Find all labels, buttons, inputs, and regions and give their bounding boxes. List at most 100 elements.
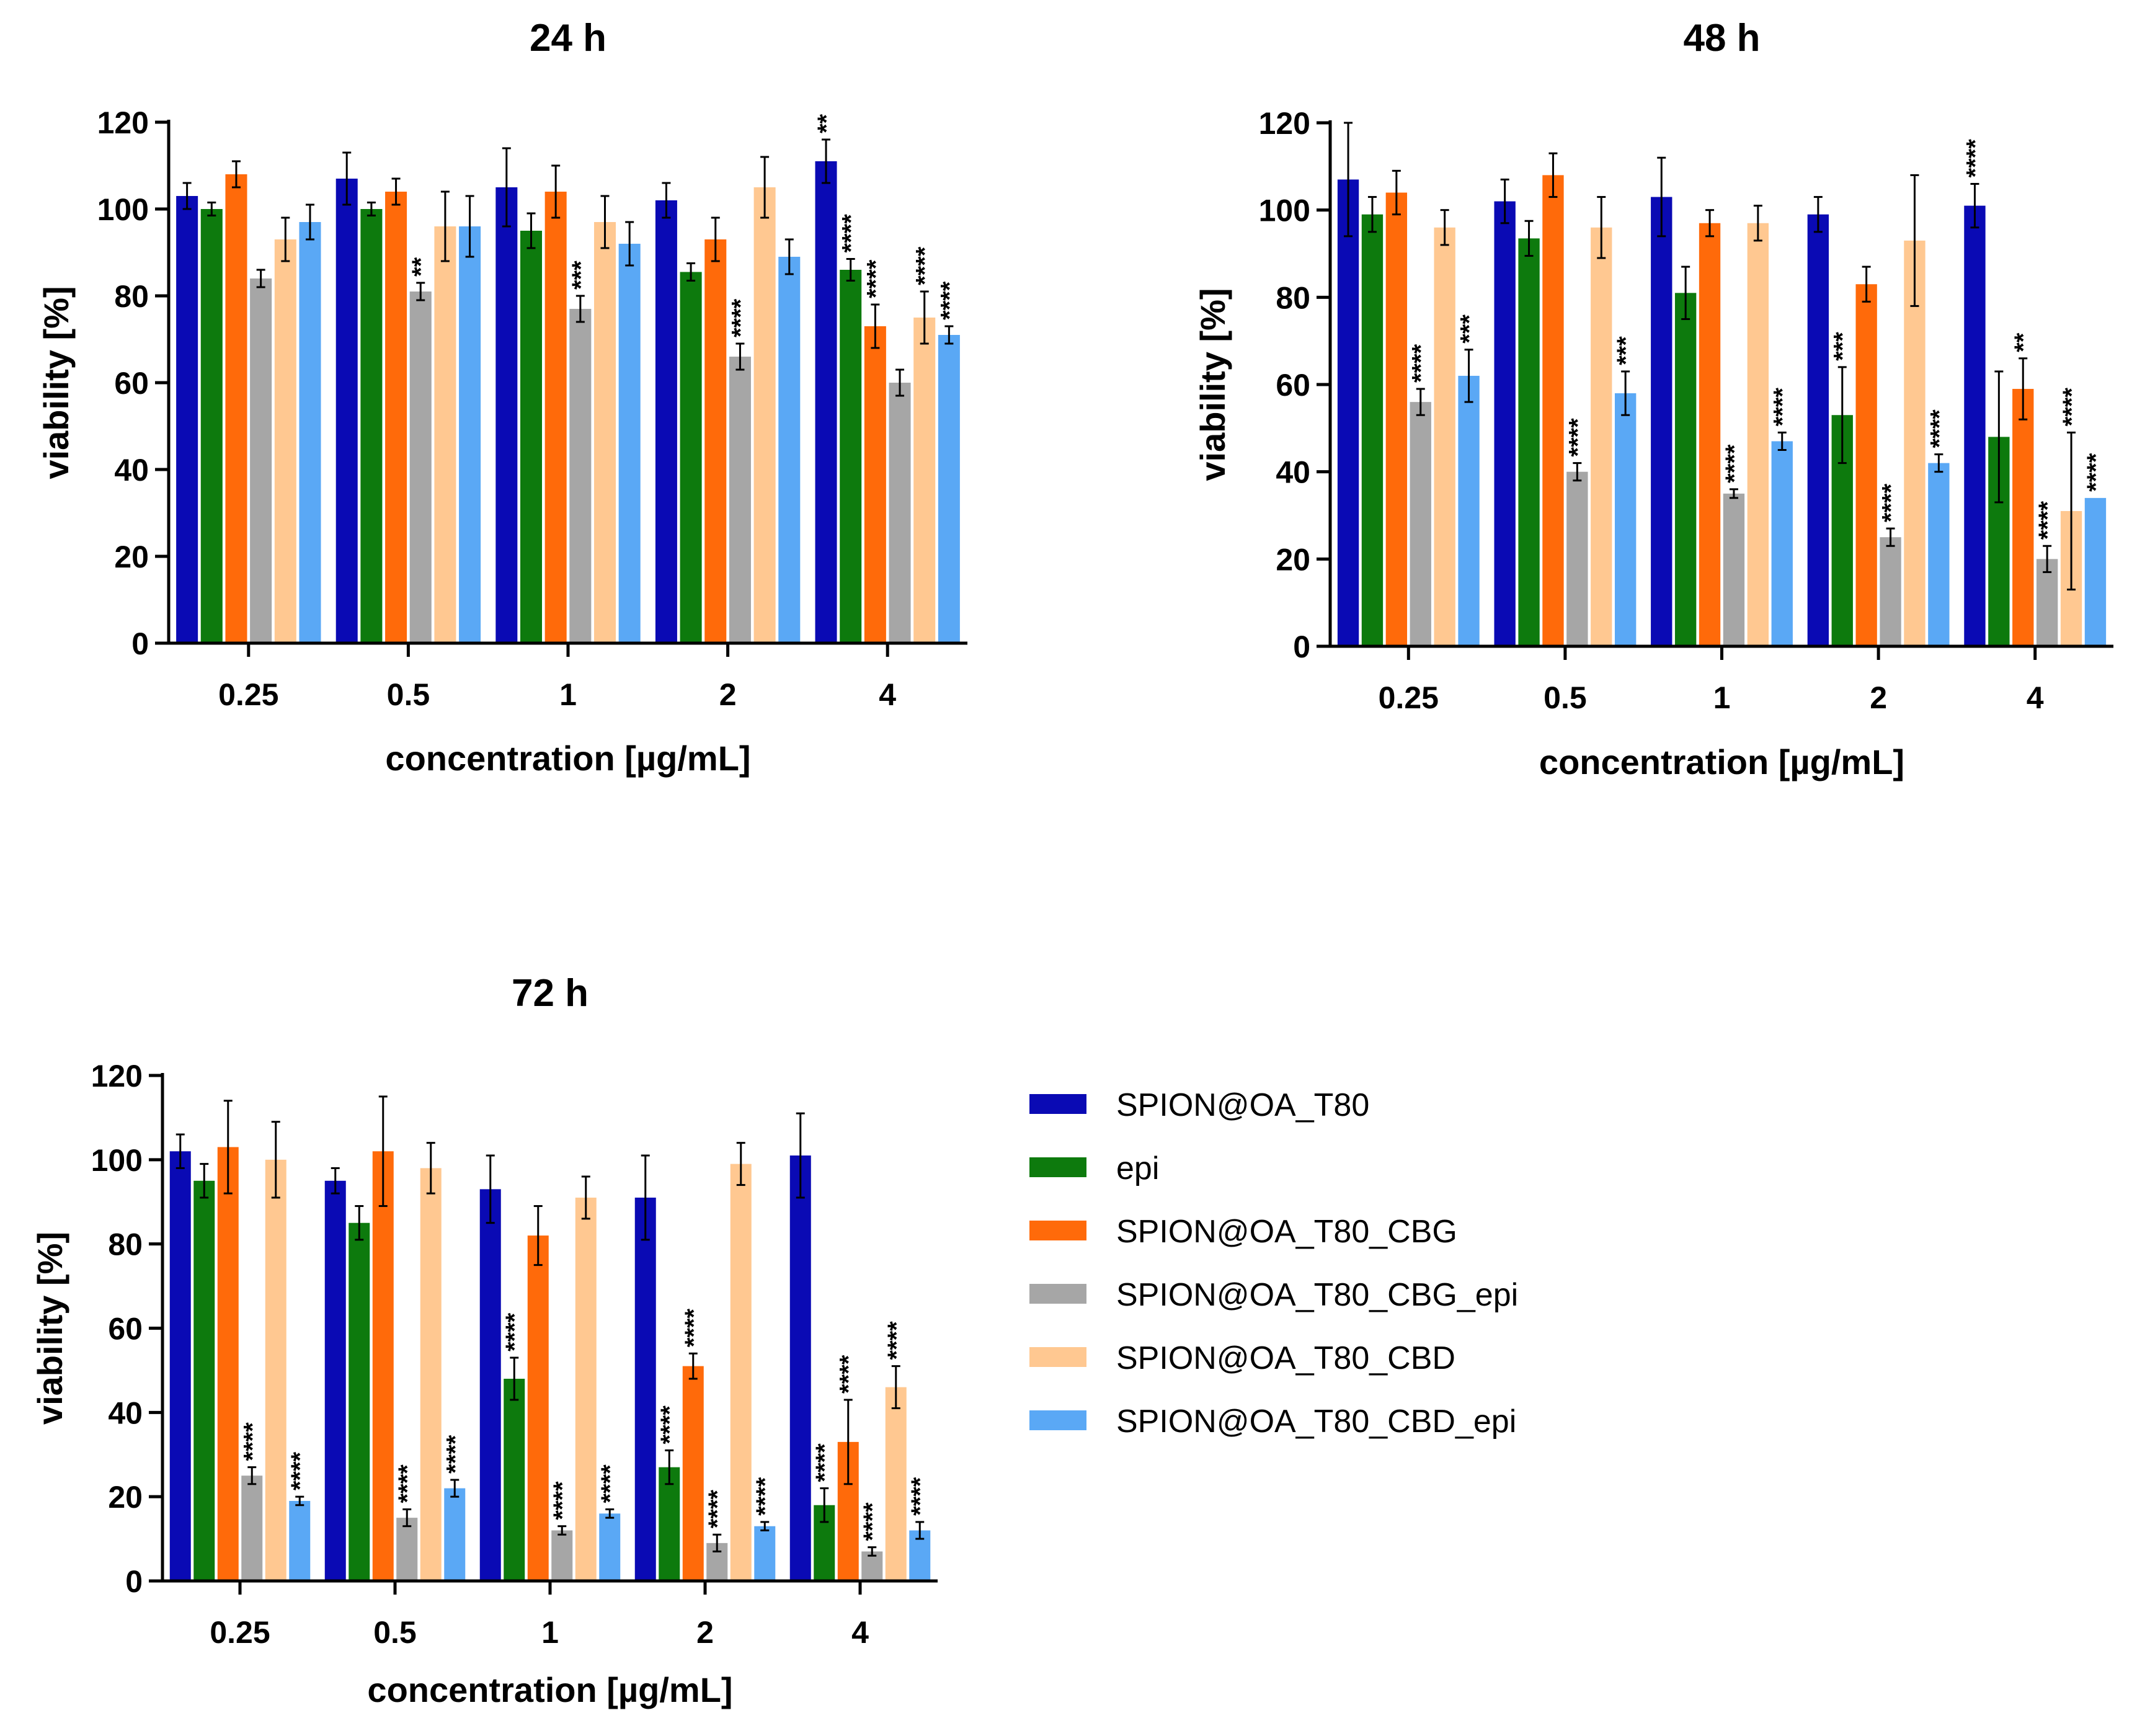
bar xyxy=(372,1151,394,1581)
bar xyxy=(754,1526,776,1581)
significance-label: **** xyxy=(239,1422,266,1461)
y-tick-label: 80 xyxy=(1276,280,1310,315)
legend-swatch xyxy=(1029,1410,1086,1430)
legend-item: SPION@OA_T80 xyxy=(1029,1087,1369,1123)
legend: SPION@OA_T80 epi SPION@OA_T80_CBG SPION@… xyxy=(1029,1087,1518,1440)
bar xyxy=(200,209,223,643)
bar xyxy=(2012,389,2034,646)
bar xyxy=(504,1379,525,1581)
y-axis-label: viability [%] xyxy=(30,1232,69,1425)
significance-label: **** xyxy=(838,214,865,253)
y-tick-label: 80 xyxy=(108,1227,143,1262)
significance-label: **** xyxy=(442,1435,469,1474)
y-tick-label: 20 xyxy=(108,1480,143,1515)
x-tick-label: 2 xyxy=(696,1615,714,1650)
y-tick-label: 40 xyxy=(114,453,149,487)
chart-title: 48 h xyxy=(1683,17,1760,60)
legend-item: SPION@OA_T80_CBG xyxy=(1029,1214,1457,1250)
legend-label: SPION@OA_T80 xyxy=(1116,1087,1369,1123)
bar xyxy=(176,196,198,643)
bar xyxy=(250,278,272,643)
bar xyxy=(434,226,456,643)
bar xyxy=(193,1180,215,1581)
bar xyxy=(1964,205,1986,647)
bar xyxy=(444,1488,466,1581)
bar xyxy=(599,1513,621,1581)
legend-item: SPION@OA_T80_CBG_epi xyxy=(1029,1277,1518,1313)
y-tick-label: 120 xyxy=(91,1059,143,1093)
bar xyxy=(753,187,776,643)
bar xyxy=(241,1476,263,1581)
bar xyxy=(335,179,358,643)
significance-label: **** xyxy=(2034,501,2061,540)
x-tick-label: 0.25 xyxy=(1379,680,1439,715)
bar xyxy=(1566,471,1588,646)
x-axis-label: concentration [µg/mL] xyxy=(1539,742,1904,781)
bar xyxy=(360,209,383,643)
chart-panel: 72 h **** **** **** **** **** **** **** **** ****… xyxy=(30,972,938,1709)
bar xyxy=(1699,223,1721,646)
y-tick-label: 60 xyxy=(114,366,149,401)
x-tick-label: 1 xyxy=(559,677,577,712)
bar xyxy=(349,1222,370,1581)
significance-label: **** xyxy=(704,1490,731,1529)
bar xyxy=(1771,441,1793,646)
bar xyxy=(274,239,296,643)
significance-label: **** xyxy=(752,1477,779,1516)
bar xyxy=(1410,402,1431,646)
bar xyxy=(889,383,911,643)
legend-swatch xyxy=(1029,1094,1086,1114)
legend-item: SPION@OA_T80_CBD xyxy=(1029,1340,1455,1376)
bar xyxy=(551,1530,573,1581)
y-tick-label: 100 xyxy=(1259,194,1310,228)
significance-label: **** xyxy=(1721,444,1748,483)
bar xyxy=(2084,497,2107,646)
y-tick-label: 120 xyxy=(1259,106,1310,141)
legend-swatch xyxy=(1029,1347,1086,1367)
y-tick-label: 0 xyxy=(1293,630,1310,664)
bar xyxy=(1614,393,1637,646)
bar xyxy=(1361,214,1384,646)
significance-label: **** xyxy=(2058,388,2086,427)
legend-label: SPION@OA_T80_CBD xyxy=(1116,1340,1455,1376)
significance-label: *** xyxy=(1829,332,1857,361)
significance-label: **** xyxy=(912,246,939,285)
bar xyxy=(520,231,543,643)
bar xyxy=(885,1387,907,1581)
x-tick-label: 0.5 xyxy=(373,1615,417,1650)
x-tick-label: 4 xyxy=(851,1615,869,1650)
x-axis-label: concentration [µg/mL] xyxy=(367,1670,732,1709)
bar xyxy=(385,192,407,643)
y-tick-label: 100 xyxy=(91,1143,143,1178)
bar xyxy=(1494,201,1516,647)
legend-label: SPION@OA_T80_CBD_epi xyxy=(1116,1404,1516,1440)
significance-label: **** xyxy=(1926,409,1953,448)
significance-label: **** xyxy=(835,1355,863,1394)
bar xyxy=(575,1197,597,1581)
bar xyxy=(815,161,837,643)
significance-label: **** xyxy=(862,259,889,298)
significance-label: **** xyxy=(287,1451,314,1490)
y-tick-label: 0 xyxy=(131,626,149,661)
y-tick-label: 40 xyxy=(1276,455,1310,490)
bar xyxy=(299,222,321,643)
x-tick-label: 0.25 xyxy=(210,1615,270,1650)
significance-label: ** xyxy=(813,114,840,133)
bar xyxy=(778,257,801,643)
significance-label: *** xyxy=(567,260,595,290)
significance-label: **** xyxy=(656,1405,683,1444)
y-axis-label: viability [%] xyxy=(37,286,76,479)
significance-label: **** xyxy=(2082,453,2110,492)
bar xyxy=(1337,179,1359,646)
significance-label: **** xyxy=(936,281,963,320)
bar xyxy=(729,357,751,643)
legend-label: epi xyxy=(1116,1151,1159,1186)
bar xyxy=(1518,238,1540,647)
significance-label: **** xyxy=(907,1477,934,1516)
y-tick-label: 120 xyxy=(97,105,149,140)
bar xyxy=(618,244,641,643)
legend-swatch xyxy=(1029,1284,1086,1304)
significance-label: **** xyxy=(1878,483,1905,522)
legend-label: SPION@OA_T80_CBG xyxy=(1116,1214,1457,1250)
bar xyxy=(324,1180,346,1581)
